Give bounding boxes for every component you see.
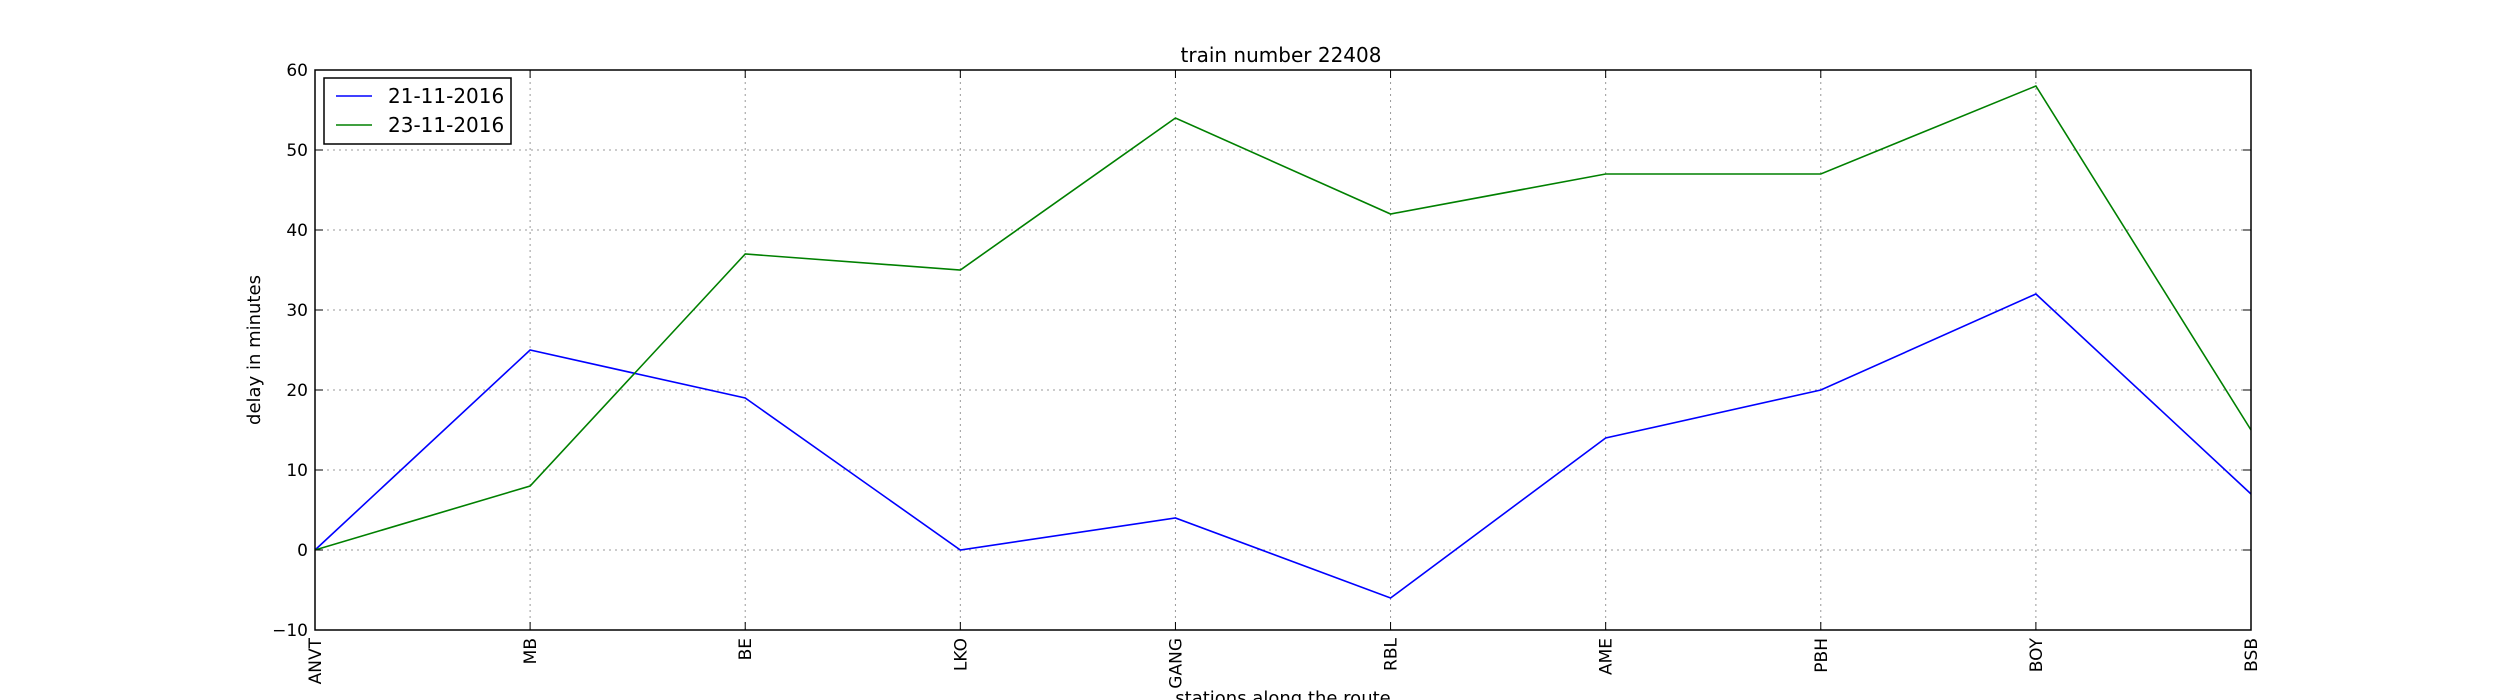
series-line-2 [314,85,2252,551]
x-tick-label: BSB [2242,638,2262,672]
x-tick-label: GANG [1166,638,1186,689]
legend: 21-11-2016 23-11-2016 [323,77,512,145]
x-tick-label: MB [521,638,541,664]
y-tick-labels: −10 0 10 20 30 40 50 60 [272,61,2251,641]
x-tick-label: PBH [1812,638,1832,673]
legend-label: 23-11-2016 [388,113,504,137]
y-tick-label: 30 [286,301,308,321]
plot-frame [314,69,2252,631]
series-lines [314,85,2252,599]
grid [314,69,2252,631]
y-tick-label: −10 [272,621,308,641]
x-tick-label: RBL [1382,637,1402,670]
y-axis-label: delay in minutes [244,275,265,425]
y-tick-label: 20 [286,381,308,401]
x-tick-label: BE [736,638,756,660]
x-axis-label: stations along the route [1175,688,1390,700]
legend-box [323,77,512,145]
chart-title: train number 22408 [1181,43,1382,67]
y-tick-label: 0 [297,541,308,561]
legend-label: 21-11-2016 [388,84,504,108]
y-tick-label: 60 [286,61,308,81]
series-line-1 [314,293,2252,599]
x-tick-label: ANVT [306,637,326,684]
y-tick-label: 40 [286,221,308,241]
x-tick-label: LKO [951,638,971,671]
y-tick-label: 10 [286,461,308,481]
x-tick-label: BOY [2027,637,2047,672]
x-tick-labels: ANVT MB BE LKO GANG RBL AME PBH BOY BSB [306,70,2262,689]
y-tick-label: 50 [286,141,308,161]
x-tick-label: AME [1597,638,1617,675]
